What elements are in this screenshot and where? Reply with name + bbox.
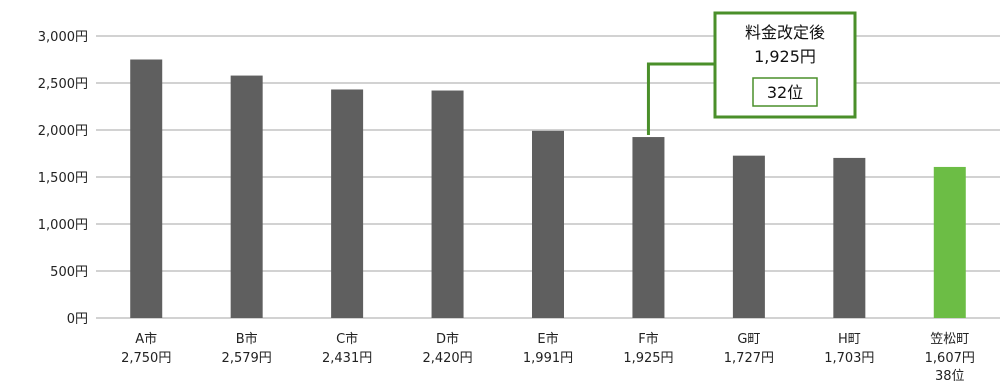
bar: [833, 157, 866, 318]
bars: [130, 59, 966, 319]
value-label: 1,925円: [623, 351, 673, 366]
bar: [732, 155, 765, 318]
callout: 料金改定後 1,925円 32位: [646, 11, 857, 136]
callout-value: 1,925円: [754, 47, 816, 66]
callout-rank-box: [752, 77, 818, 107]
value-label: 2,579円: [222, 351, 272, 366]
category-label: 笠松町: [930, 332, 969, 347]
value-label: 1,727円: [724, 351, 774, 366]
category-label: G町: [737, 332, 760, 347]
y-tick-label: 2,000円: [38, 124, 88, 139]
bar: [331, 89, 364, 319]
value-label: 2,420円: [422, 351, 472, 366]
value-label: 1,703円: [824, 351, 874, 366]
callout-rank: 32位: [767, 83, 803, 102]
bar: [532, 130, 564, 318]
y-tick-label: 1,000円: [38, 218, 88, 233]
category-label: B市: [236, 331, 258, 347]
callout-connector: [646, 62, 715, 136]
bar: [933, 166, 966, 318]
y-axis-ticks: 0円 500円 1,000円 1,500円 2,000円 2,500円 3,000円: [38, 30, 88, 327]
category-label: D市: [436, 331, 459, 347]
category-label: A市: [135, 331, 157, 347]
y-tick-label: 0円: [67, 312, 88, 327]
category-label: F市: [638, 331, 658, 347]
x-axis-labels: A市 2,750円 B市 2,579円 C市 2,431円 D市 2,420円 E市 1,991円…: [121, 331, 975, 384]
y-tick-label: 500円: [50, 265, 88, 280]
bar: [230, 75, 263, 318]
y-tick-label: 1,500円: [38, 171, 88, 186]
category-label: C市: [336, 331, 358, 347]
bar: [431, 90, 464, 319]
y-tick-label: 2,500円: [38, 77, 88, 92]
rank-label: 38位: [935, 369, 965, 384]
bar: [632, 137, 665, 318]
category-label: E市: [537, 331, 558, 347]
y-tick-label: 3,000円: [38, 30, 88, 45]
value-label: 2,750円: [121, 351, 171, 366]
value-label: 1,607円: [925, 351, 975, 366]
callout-title: 料金改定後: [745, 23, 825, 42]
value-label: 2,431円: [322, 351, 372, 366]
bar: [130, 59, 163, 318]
category-label: H町: [838, 332, 861, 347]
value-label: 1,991円: [523, 351, 573, 366]
